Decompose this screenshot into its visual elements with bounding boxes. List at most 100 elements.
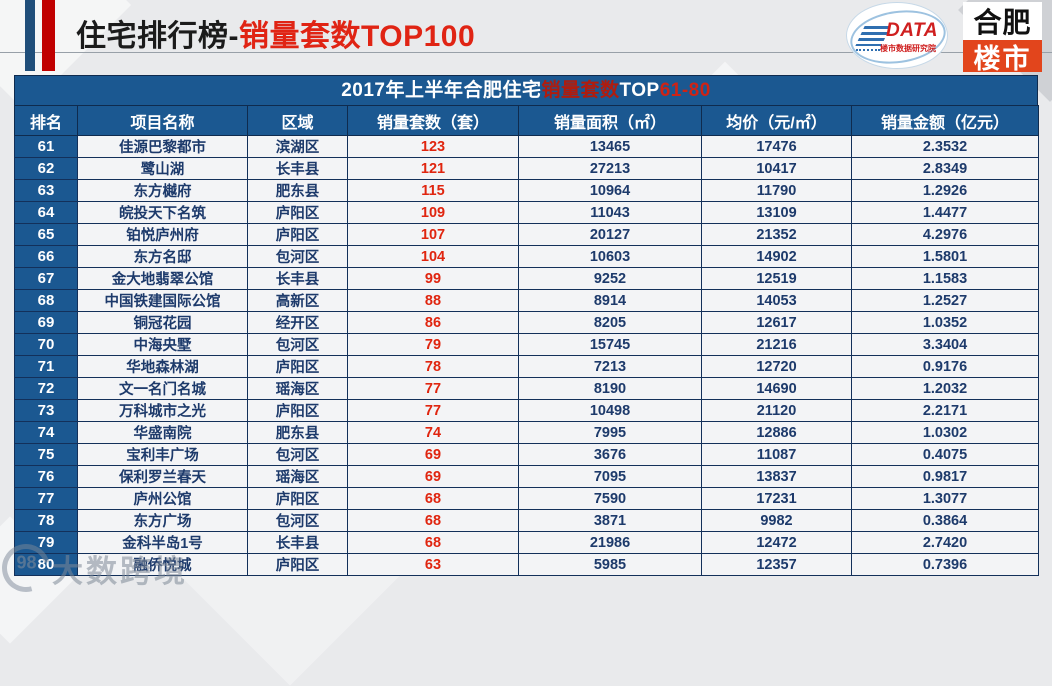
project-name-cell: 东方广场 [77, 509, 248, 532]
table-row: 74 华盛南院 肥东县 74 7995 12886 1.0302 [14, 421, 1039, 444]
rank-cell: 71 [14, 355, 78, 378]
area-cell: 10603 [518, 245, 702, 268]
price-cell: 10417 [701, 157, 852, 180]
area-cell: 15745 [518, 333, 702, 356]
price-cell: 11087 [701, 443, 852, 466]
project-name-cell: 东方樾府 [77, 179, 248, 202]
region-cell: 长丰县 [247, 531, 348, 554]
amount-cell: 0.4075 [851, 443, 1039, 466]
price-cell: 12472 [701, 531, 852, 554]
table-row: 73 万科城市之光 庐阳区 77 10498 21120 2.2171 [14, 399, 1039, 422]
table-row: 63 东方樾府 肥东县 115 10964 11790 1.2926 [14, 179, 1039, 202]
amount-cell: 0.9817 [851, 465, 1039, 488]
region-cell: 包河区 [247, 245, 348, 268]
table-row: 68 中国铁建国际公馆 高新区 88 8914 14053 1.2527 [14, 289, 1039, 312]
project-name-cell: 融侨悦城 [77, 553, 248, 576]
price-cell: 14690 [701, 377, 852, 400]
units-cell: 77 [347, 377, 519, 400]
rank-cell: 63 [14, 179, 78, 202]
page-title: 住宅排行榜-销量套数TOP100 [76, 11, 475, 55]
price-cell: 12617 [701, 311, 852, 334]
table-row: 80 融侨悦城 庐阳区 63 5985 12357 0.7396 [14, 553, 1039, 576]
project-name-cell: 文一名门名城 [77, 377, 248, 400]
units-cell: 69 [347, 465, 519, 488]
table-row: 64 皖投天下名筑 庐阳区 109 11043 13109 1.4477 [14, 201, 1039, 224]
amount-cell: 4.2976 [851, 223, 1039, 246]
units-cell: 68 [347, 509, 519, 532]
price-cell: 21352 [701, 223, 852, 246]
area-cell: 10964 [518, 179, 702, 202]
price-cell: 13109 [701, 201, 852, 224]
amount-cell: 0.9176 [851, 355, 1039, 378]
rank-cell: 69 [14, 311, 78, 334]
rank-cell: 66 [14, 245, 78, 268]
region-cell: 滨湖区 [247, 135, 348, 158]
column-header-amount-cell: 销量金额（亿元） [851, 105, 1039, 136]
area-cell: 8914 [518, 289, 702, 312]
hefei-loushi-logo: 合肥 楼市 [963, 2, 1042, 74]
table-row: 67 金大地翡翠公馆 长丰县 99 9252 12519 1.1583 [14, 267, 1039, 290]
rank-cell: 80 [14, 553, 78, 576]
rank-cell: 79 [14, 531, 78, 554]
project-name-cell: 庐州公馆 [77, 487, 248, 510]
table-row: 75 宝利丰广场 包河区 69 3676 11087 0.4075 [14, 443, 1039, 466]
price-cell: 12720 [701, 355, 852, 378]
table-row: 66 东方名邸 包河区 104 10603 14902 1.5801 [14, 245, 1039, 268]
header-divider-line [0, 52, 1052, 53]
project-name-cell: 佳源巴黎都市 [77, 135, 248, 158]
project-name-cell: 保利罗兰春天 [77, 465, 248, 488]
rank-cell: 70 [14, 333, 78, 356]
amount-cell: 1.2032 [851, 377, 1039, 400]
project-name-cell: 金科半岛1号 [77, 531, 248, 554]
kdata-logo-text: DATA [886, 20, 938, 41]
rank-cell: 77 [14, 487, 78, 510]
area-cell: 7590 [518, 487, 702, 510]
region-cell: 长丰县 [247, 267, 348, 290]
table-row: 70 中海央墅 包河区 79 15745 21216 3.3404 [14, 333, 1039, 356]
column-header-units-cell: 销量套数（套） [347, 105, 519, 136]
column-header-rank-cell: 排名 [14, 105, 78, 136]
hefei-logo-bottom-text: 楼市 [963, 40, 1042, 74]
table-row: 71 华地森林湖 庐阳区 78 7213 12720 0.9176 [14, 355, 1039, 378]
region-cell: 经开区 [247, 311, 348, 334]
table-header-row: 排名 项目名称 区域 销量套数（套） 销量面积（㎡） 均价（元/㎡） 销量金额（亿元） [14, 105, 1039, 136]
units-cell: 121 [347, 157, 519, 180]
price-cell: 12886 [701, 421, 852, 444]
kdata-logo: DATA 楼市数据研究院 [846, 2, 948, 69]
table-row: 79 金科半岛1号 长丰县 68 21986 12472 2.7420 [14, 531, 1039, 554]
units-cell: 99 [347, 267, 519, 290]
region-cell: 包河区 [247, 509, 348, 532]
region-cell: 肥东县 [247, 421, 348, 444]
units-cell: 77 [347, 399, 519, 422]
price-cell: 13837 [701, 465, 852, 488]
price-cell: 21216 [701, 333, 852, 356]
project-name-cell: 中海央墅 [77, 333, 248, 356]
area-cell: 8190 [518, 377, 702, 400]
table-caption: 2017年上半年合肥住宅销量套数TOP61-80 [14, 75, 1038, 105]
price-cell: 12357 [701, 553, 852, 576]
amount-cell: 1.0302 [851, 421, 1039, 444]
units-cell: 123 [347, 135, 519, 158]
rank-cell: 64 [14, 201, 78, 224]
project-name-cell: 鹭山湖 [77, 157, 248, 180]
region-cell: 庐阳区 [247, 399, 348, 422]
table-row: 62 鹭山湖 长丰县 121 27213 10417 2.8349 [14, 157, 1039, 180]
project-name-cell: 东方名邸 [77, 245, 248, 268]
amount-cell: 2.3532 [851, 135, 1039, 158]
accent-bar-red [42, 0, 55, 71]
units-cell: 74 [347, 421, 519, 444]
table-body: 61 佳源巴黎都市 滨湖区 123 13465 17476 2.3532 62 鹭山湖 长丰县 12… [14, 135, 1039, 576]
hefei-logo-top-text: 合肥 [973, 8, 1032, 39]
amount-cell: 1.1583 [851, 267, 1039, 290]
region-cell: 高新区 [247, 289, 348, 312]
rank-cell: 73 [14, 399, 78, 422]
column-header-project-name-cell: 项目名称 [77, 105, 248, 136]
area-cell: 3871 [518, 509, 702, 532]
region-cell: 包河区 [247, 333, 348, 356]
rank-cell: 76 [14, 465, 78, 488]
project-name-cell: 万科城市之光 [77, 399, 248, 422]
rank-cell: 67 [14, 267, 78, 290]
area-cell: 10498 [518, 399, 702, 422]
units-cell: 109 [347, 201, 519, 224]
area-cell: 7995 [518, 421, 702, 444]
